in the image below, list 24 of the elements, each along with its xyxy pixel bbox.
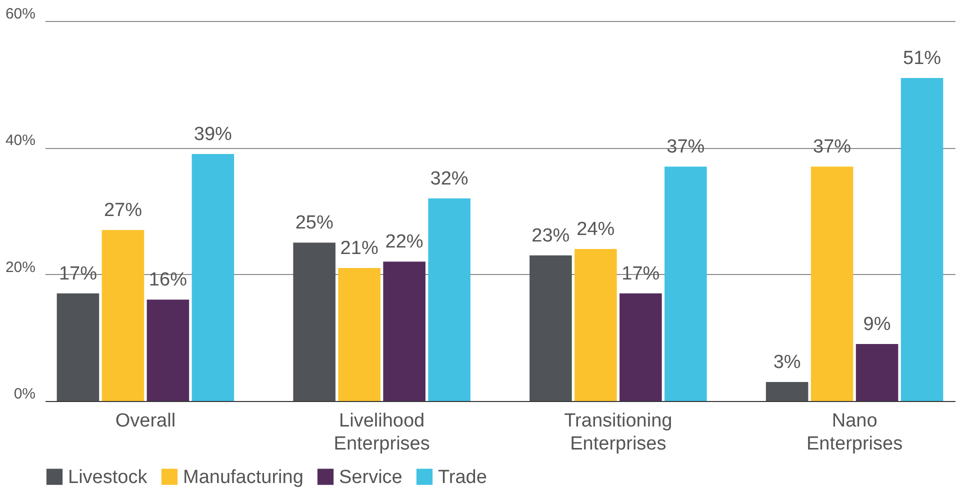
x-tick-label: Livelihood Enterprises bbox=[334, 410, 430, 454]
y-tick-label: 40% bbox=[5, 132, 36, 150]
y-tick-label: 0% bbox=[14, 386, 36, 402]
legend-label: Trade bbox=[438, 466, 487, 488]
data-label: 51% bbox=[903, 48, 942, 69]
x-tick-label: Nano Enterprises bbox=[806, 410, 903, 454]
data-label: 27% bbox=[104, 200, 142, 221]
legend-label: Service bbox=[339, 466, 402, 488]
data-label: 21% bbox=[340, 238, 378, 259]
data-label: 24% bbox=[576, 219, 615, 240]
data-label: 22% bbox=[385, 232, 424, 253]
legend-label: Manufacturing bbox=[183, 466, 304, 488]
legend-label: Livestock bbox=[68, 466, 148, 488]
data-label: 3% bbox=[773, 352, 801, 373]
data-label: 23% bbox=[532, 225, 570, 246]
y-tick-label: 60% bbox=[5, 6, 36, 22]
data-label: 16% bbox=[148, 270, 188, 291]
x-tick-label: Overall bbox=[115, 410, 176, 432]
data-label: 25% bbox=[295, 212, 334, 234]
data-label: 9% bbox=[863, 314, 891, 335]
x-tick-label: Transitioning Enterprises bbox=[564, 410, 672, 454]
data-label: 32% bbox=[430, 168, 468, 190]
data-label: 39% bbox=[194, 124, 232, 145]
y-tick-label: 20% bbox=[5, 258, 36, 276]
